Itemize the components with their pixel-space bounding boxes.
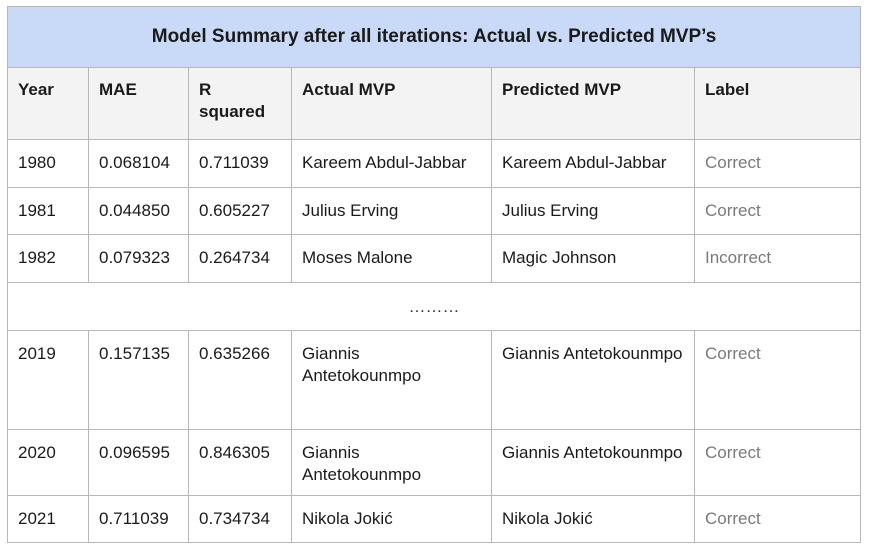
- model-summary-table: Model Summary after all iterations: Actu…: [6, 6, 862, 543]
- mae-cell: 0.044850: [88, 187, 189, 235]
- column-header-actual-mvp: Actual MVP: [291, 67, 492, 140]
- predicted-mvp-cell: Giannis Antetokounmpo: [491, 330, 695, 430]
- r-squared-cell: 0.734734: [188, 495, 292, 543]
- mae-cell: 0.068104: [88, 139, 189, 188]
- r-squared-cell: 0.264734: [188, 234, 292, 283]
- mae-cell: 0.079323: [88, 234, 189, 283]
- r-squared-cell: 0.635266: [188, 330, 292, 430]
- year-cell: 2021: [7, 495, 89, 543]
- actual-mvp-cell: Giannis Antetokounmpo: [291, 429, 492, 496]
- predicted-mvp-cell: Julius Erving: [491, 187, 695, 235]
- mae-cell: 0.096595: [88, 429, 189, 496]
- table-row: 2021 0.711039 0.734734 Nikola Jokić Niko…: [7, 495, 862, 543]
- label-cell: Correct: [693, 187, 862, 235]
- predicted-mvp-cell: Magic Johnson: [491, 234, 695, 283]
- column-header-mae: MAE: [88, 67, 189, 140]
- actual-mvp-cell: Moses Malone: [291, 234, 492, 283]
- label-cell: Correct: [693, 495, 862, 543]
- r-squared-cell: 0.605227: [188, 187, 292, 235]
- ellipsis-text: ………: [6, 282, 862, 331]
- r-squared-cell: 0.846305: [188, 429, 292, 496]
- column-header-year: Year: [7, 67, 89, 140]
- label-cell: Correct: [693, 429, 862, 496]
- predicted-mvp-cell: Nikola Jokić: [491, 495, 695, 543]
- ellipsis-row: ………: [6, 282, 862, 331]
- summary-table-container: Model Summary after all iterations: Actu…: [6, 6, 862, 543]
- actual-mvp-cell: Julius Erving: [291, 187, 492, 235]
- year-cell: 1982: [7, 234, 89, 283]
- actual-mvp-cell: Kareem Abdul-Jabbar: [291, 139, 492, 188]
- year-cell: 1980: [7, 139, 89, 188]
- label-cell: Correct: [693, 330, 862, 430]
- table-title-row: Model Summary after all iterations: Actu…: [6, 6, 862, 68]
- mae-cell: 0.157135: [88, 330, 189, 430]
- r-squared-cell: 0.711039: [188, 139, 292, 188]
- predicted-mvp-cell: Kareem Abdul-Jabbar: [491, 139, 695, 188]
- label-cell: Incorrect: [693, 234, 862, 283]
- table-title: Model Summary after all iterations: Actu…: [6, 6, 862, 68]
- column-header-label: Label: [693, 67, 862, 140]
- label-cell: Correct: [693, 139, 862, 188]
- predicted-mvp-cell: Giannis Antetokounmpo: [491, 429, 695, 496]
- table-row: 2019 0.157135 0.635266 Giannis Antetokou…: [7, 330, 862, 430]
- year-cell: 1981: [7, 187, 89, 235]
- table-row: 1981 0.044850 0.605227 Julius Erving Jul…: [7, 187, 862, 235]
- table-row: 1980 0.068104 0.711039 Kareem Abdul-Jabb…: [7, 139, 862, 188]
- column-header-r-squared: R squared: [188, 67, 292, 140]
- year-cell: 2020: [7, 429, 89, 496]
- actual-mvp-cell: Nikola Jokić: [291, 495, 492, 543]
- table-header-row: Year MAE R squared Actual MVP Predicted …: [7, 67, 862, 140]
- mae-cell: 0.711039: [88, 495, 189, 543]
- table-row: 2020 0.096595 0.846305 Giannis Antetokou…: [7, 429, 862, 496]
- year-cell: 2019: [7, 330, 89, 430]
- actual-mvp-cell: Giannis Antetokounmpo: [291, 330, 492, 430]
- column-header-predicted-mvp: Predicted MVP: [491, 67, 695, 140]
- table-row: 1982 0.079323 0.264734 Moses Malone Magi…: [7, 234, 862, 283]
